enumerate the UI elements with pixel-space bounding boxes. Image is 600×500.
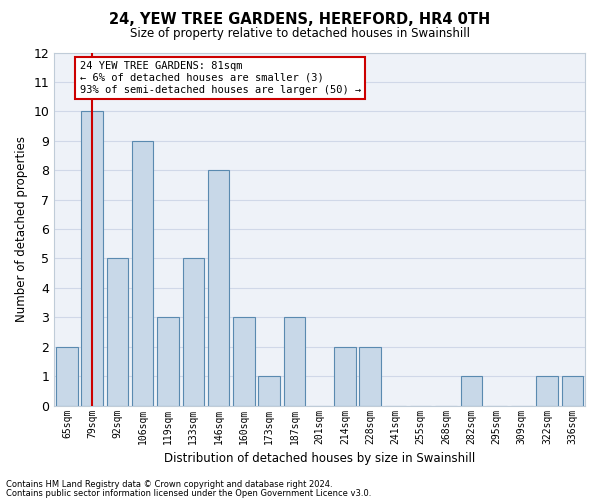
Bar xyxy=(562,376,583,406)
Bar xyxy=(132,141,154,406)
Text: 24, YEW TREE GARDENS, HEREFORD, HR4 0TH: 24, YEW TREE GARDENS, HEREFORD, HR4 0TH xyxy=(109,12,491,28)
Text: 24 YEW TREE GARDENS: 81sqm
← 6% of detached houses are smaller (3)
93% of semi-d: 24 YEW TREE GARDENS: 81sqm ← 6% of detac… xyxy=(80,62,361,94)
Bar xyxy=(536,376,558,406)
Bar xyxy=(233,318,254,406)
Bar xyxy=(208,170,229,406)
Bar xyxy=(182,258,204,406)
Bar xyxy=(82,112,103,406)
Bar xyxy=(107,258,128,406)
Y-axis label: Number of detached properties: Number of detached properties xyxy=(15,136,28,322)
Bar xyxy=(259,376,280,406)
X-axis label: Distribution of detached houses by size in Swainshill: Distribution of detached houses by size … xyxy=(164,452,475,465)
Bar xyxy=(157,318,179,406)
Bar xyxy=(56,347,77,406)
Text: Size of property relative to detached houses in Swainshill: Size of property relative to detached ho… xyxy=(130,28,470,40)
Bar xyxy=(461,376,482,406)
Bar xyxy=(284,318,305,406)
Bar xyxy=(359,347,381,406)
Bar xyxy=(334,347,356,406)
Text: Contains public sector information licensed under the Open Government Licence v3: Contains public sector information licen… xyxy=(6,488,371,498)
Text: Contains HM Land Registry data © Crown copyright and database right 2024.: Contains HM Land Registry data © Crown c… xyxy=(6,480,332,489)
